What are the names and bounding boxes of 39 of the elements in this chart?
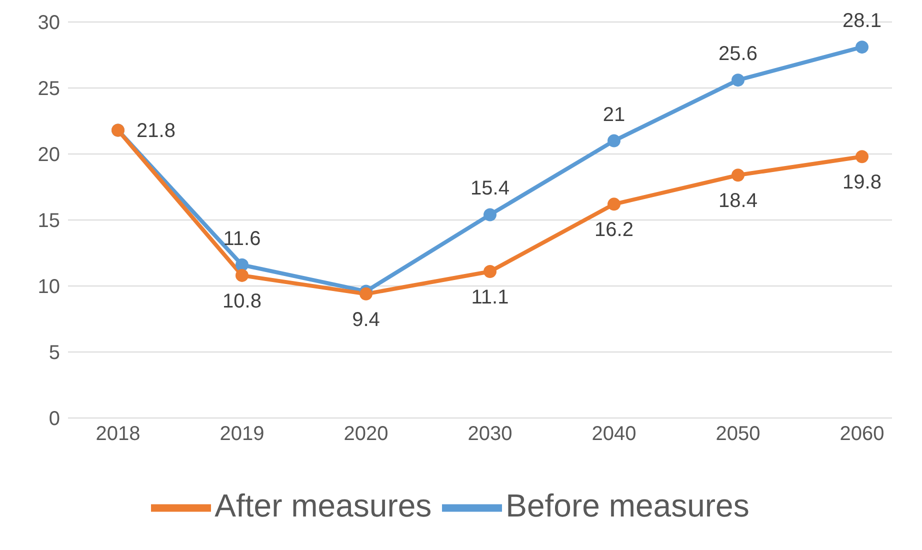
point xyxy=(856,150,868,164)
point xyxy=(732,168,744,182)
y-tick-label: 20 xyxy=(38,144,60,166)
point xyxy=(732,74,744,87)
x-tick-label: 2060 xyxy=(840,423,884,446)
data-label: 18.4 xyxy=(718,190,758,212)
x-tick-label: 2040 xyxy=(592,423,636,446)
x-tick-label: 2050 xyxy=(716,423,760,446)
y-tick-label: 5 xyxy=(48,342,60,364)
point xyxy=(360,287,372,300)
point xyxy=(484,208,496,222)
data-label: 19.8 xyxy=(842,172,882,194)
data-label: 9.4 xyxy=(352,308,380,331)
data-label: 21.8 xyxy=(136,120,176,142)
data-label: 11.1 xyxy=(471,286,509,308)
y-tick-label: 0 xyxy=(48,408,60,430)
x-tick-label: 2018 xyxy=(96,423,140,446)
point xyxy=(608,198,620,211)
point xyxy=(484,264,496,278)
data-label: 16.2 xyxy=(594,219,634,242)
data-label: 10.8 xyxy=(222,290,262,312)
legend-label: After measures xyxy=(214,487,432,524)
data-label: 28.1 xyxy=(842,10,882,32)
y-tick-label: 10 xyxy=(38,276,60,298)
y-tick-label: 25 xyxy=(38,78,60,100)
x-tick-label: 2020 xyxy=(344,423,388,446)
data-label: 11.6 xyxy=(223,228,261,250)
point xyxy=(856,40,868,54)
point xyxy=(236,258,248,272)
point xyxy=(236,268,248,282)
legend-label: Before measures xyxy=(506,487,750,524)
point xyxy=(608,134,620,148)
data-label: 15.4 xyxy=(470,178,510,200)
y-tick-label: 30 xyxy=(38,12,60,34)
x-tick-label: 2019 xyxy=(220,423,264,446)
x-tick-label: 2030 xyxy=(468,423,512,446)
data-label: 21 xyxy=(602,104,626,126)
data-label: 25.6 xyxy=(718,43,758,66)
y-tick-label: 15 xyxy=(38,210,60,232)
